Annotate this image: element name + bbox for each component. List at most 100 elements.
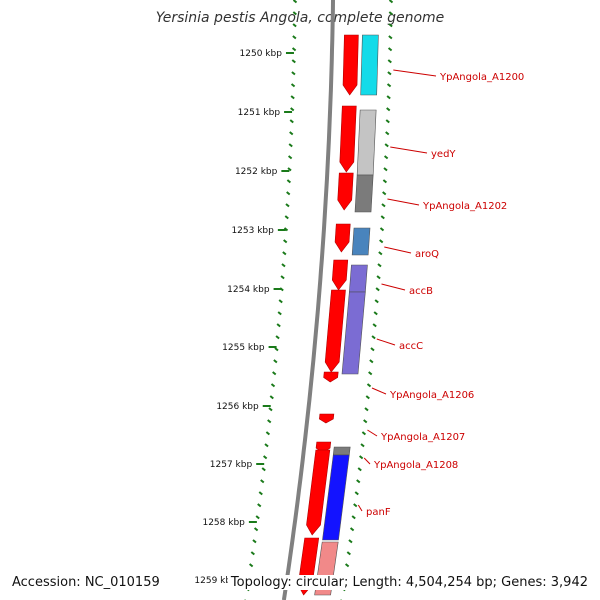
outer-tick [386, 95, 391, 100]
ruler-tick [255, 515, 260, 520]
cds-block [356, 109, 377, 176]
ruler-tick [270, 383, 276, 388]
ruler-tick [292, 23, 297, 28]
ruler-tick [289, 119, 294, 124]
ruler-label: 1253 kbp [231, 226, 274, 236]
outer-tick [371, 335, 376, 340]
ruler-label: 1259 kbp [194, 576, 237, 586]
outer-tick [385, 131, 390, 136]
forward-gene-arrow [337, 172, 354, 211]
ruler-tick [287, 155, 293, 160]
ruler-label: 1256 kbp [216, 402, 259, 412]
outer-tick [373, 311, 378, 316]
ruler-tick [260, 479, 265, 484]
outer-tick [378, 251, 383, 256]
cds-block [354, 174, 374, 213]
ruler-tick [286, 179, 292, 184]
map-title: Yersinia pestis Angola, complete genome [155, 10, 445, 26]
outer-tick [358, 455, 364, 460]
ruler-tick [282, 251, 287, 256]
ruler-tick [276, 323, 281, 328]
outer-tick [382, 179, 388, 184]
outer-tick [356, 479, 361, 484]
ruler-tick [262, 455, 268, 460]
ruler-label: 1254 kbp [227, 285, 270, 295]
gene-leader-line [393, 69, 437, 77]
ruler-tick [292, 0, 298, 4]
ruler-tick [274, 347, 279, 352]
outer-tick [388, 23, 393, 28]
ruler-tick [272, 371, 277, 376]
ruler-tick [252, 539, 257, 544]
ruler-tick [264, 443, 269, 448]
forward-gene-arrow [339, 105, 357, 173]
gene-label: panF [366, 507, 391, 518]
gene-label: YpAngola_A1200 [439, 72, 524, 83]
gene-leader-line [371, 387, 387, 395]
outer-tick [387, 47, 393, 52]
ruler-tick [283, 227, 289, 232]
forward-gene-arrow [319, 413, 335, 424]
forward-gene-arrow [306, 449, 331, 536]
ruler-tick [291, 59, 296, 64]
gene-leader-line [376, 338, 396, 346]
ruler-tick [268, 407, 273, 412]
ruler-tick [261, 467, 266, 472]
outer-tick [381, 203, 386, 208]
outer-tick [372, 323, 377, 328]
outer-tick [383, 167, 388, 172]
ruler-label: 1257 kbp [210, 460, 253, 470]
ruler-tick [292, 35, 297, 40]
outer-tick [380, 215, 385, 220]
outer-tick [388, 35, 393, 40]
ruler-tick [286, 191, 291, 196]
ruler-tick [269, 395, 274, 400]
ruler-tick [287, 167, 292, 172]
outer-tick [368, 371, 373, 376]
ruler-tick [285, 203, 290, 208]
ruler-tick [291, 71, 296, 76]
outer-tick [361, 431, 367, 436]
gene-label: YpAngola_A1207 [380, 432, 465, 443]
outer-tick [386, 83, 392, 88]
gene-leader-line [363, 457, 371, 465]
outer-tick [365, 395, 370, 400]
outer-tick [351, 515, 356, 520]
gene-label: YpAngola_A1202 [422, 201, 507, 212]
ruler-label: 1251 kbp [238, 108, 281, 118]
ruler-tick [281, 263, 286, 268]
outer-tick [374, 299, 379, 304]
forward-gene-arrow [331, 259, 349, 291]
outer-tick [377, 263, 382, 268]
cds-block [349, 264, 368, 293]
ruler-tick [257, 503, 262, 508]
ruler-tick [288, 143, 293, 148]
outer-tick [363, 419, 368, 424]
ruler-tick [275, 335, 280, 340]
ruler-tick [278, 299, 283, 304]
gene-leader-line [357, 504, 363, 512]
forward-gene-arrow [334, 223, 351, 253]
outer-tick [348, 539, 353, 544]
outer-tick [344, 563, 350, 568]
cds-block [322, 454, 350, 541]
accession-text: Accession: NC_010159 [9, 575, 163, 590]
outer-tick [387, 59, 392, 64]
outer-tick [354, 491, 359, 496]
outer-tick [370, 347, 375, 352]
gene-label: yedY [431, 149, 456, 160]
ruler-tick [248, 563, 254, 568]
forward-gene-arrow [342, 34, 359, 96]
ruler-tick [277, 311, 282, 316]
forward-gene-arrow [324, 289, 346, 373]
outer-tick [383, 155, 389, 160]
genome-backbone [281, 0, 335, 600]
outer-tick [386, 107, 391, 112]
ruler-tick [290, 107, 295, 112]
ruler-tick [290, 95, 295, 100]
cds-block [332, 446, 351, 456]
ruler-label: 1250 kbp [240, 49, 283, 59]
outer-tick [384, 143, 389, 148]
ruler-tick [290, 83, 296, 88]
